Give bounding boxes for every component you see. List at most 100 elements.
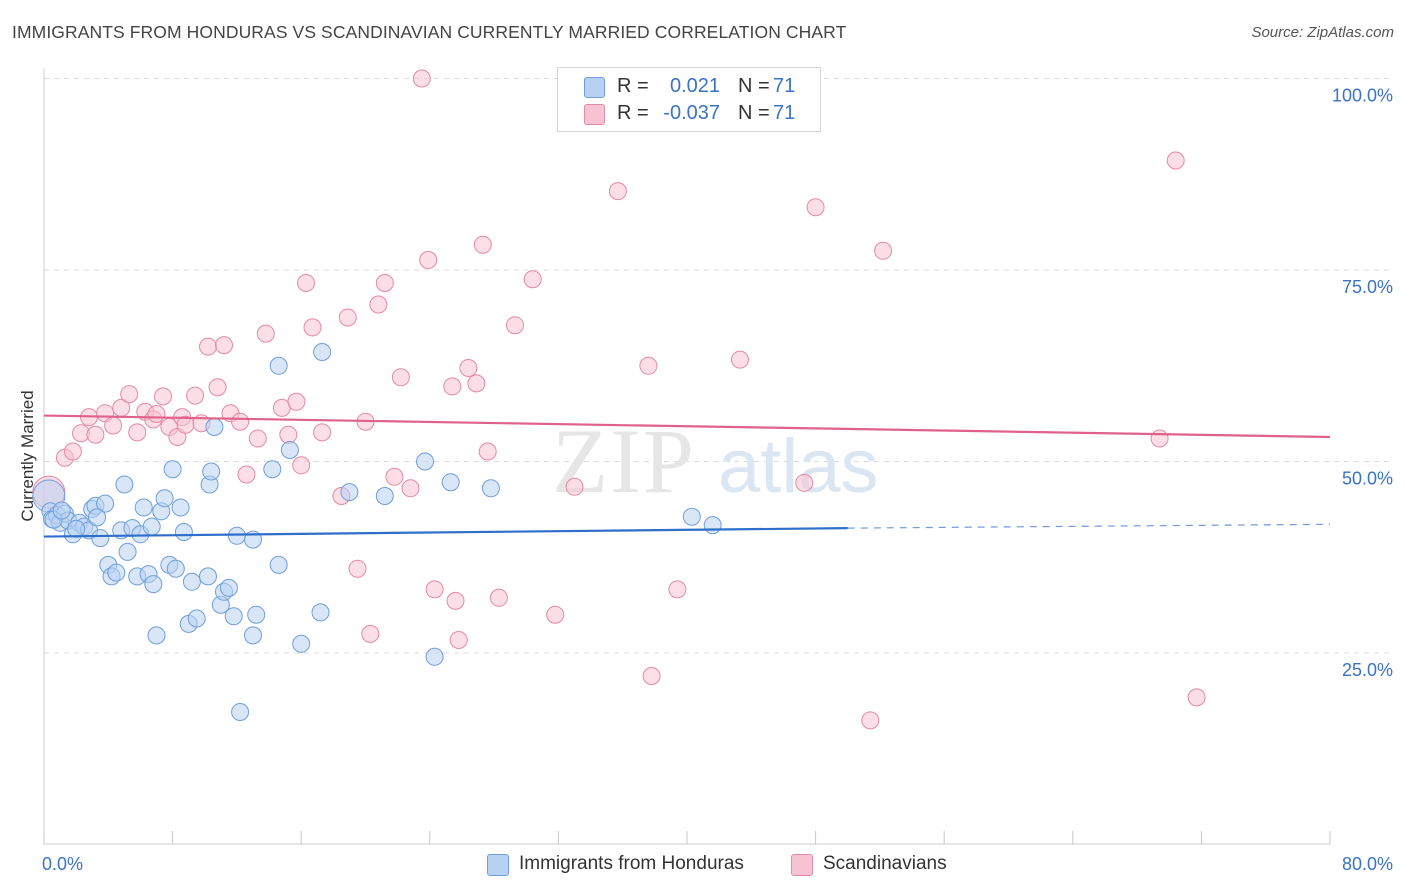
trend-line-scandinavians (43, 414, 1331, 439)
data-point (292, 456, 311, 475)
data-point (248, 429, 267, 448)
data-point (642, 667, 661, 685)
data-point (375, 274, 394, 292)
data-point (287, 392, 306, 411)
data-point (269, 356, 288, 375)
data-point (861, 711, 880, 730)
data-point (171, 498, 190, 517)
data-point (340, 483, 359, 502)
gridlines (44, 78, 1393, 654)
legend-swatch-pink (791, 854, 813, 876)
data-point (449, 631, 468, 649)
correlation-legend: R = 0.021 N = 71 R = -0.037 N = 71 (557, 67, 821, 132)
data-point (154, 387, 172, 406)
data-point (163, 460, 182, 479)
data-point (311, 603, 330, 622)
legend-n-value: 71 (773, 102, 796, 124)
series-legend: Immigrants from Honduras Scandinavians (0, 852, 1406, 878)
data-point (467, 374, 486, 393)
data-point (134, 498, 153, 517)
legend-r-value: 0.021 (669, 75, 720, 97)
data-point (425, 580, 444, 599)
data-point (215, 336, 233, 355)
data-point (199, 337, 217, 356)
data-point (441, 473, 460, 492)
data-point (237, 465, 256, 484)
data-point (219, 578, 238, 597)
data-point (1150, 429, 1169, 448)
data-point (297, 274, 315, 292)
data-point (446, 591, 465, 610)
data-point (166, 559, 185, 578)
data-point (546, 605, 565, 624)
y-tick-labels: 25.0% 50.0% 75.0% 100.0% (1332, 86, 1393, 681)
data-point (489, 588, 508, 607)
data-point (147, 405, 166, 423)
data-point (263, 460, 282, 479)
data-point (292, 634, 311, 653)
data-point (227, 526, 246, 545)
watermark: ZIP atlas (552, 410, 879, 512)
data-point (874, 241, 893, 260)
data-point (608, 182, 627, 201)
data-point (459, 359, 478, 377)
y-axis-label: Currently Married (18, 390, 37, 521)
data-point (96, 494, 115, 513)
data-point (313, 343, 332, 361)
data-point (280, 441, 299, 459)
data-point (202, 462, 221, 481)
data-point (86, 425, 105, 444)
data-point (375, 487, 394, 505)
y-tick-label: 50.0% (1342, 469, 1393, 489)
data-point (244, 626, 262, 645)
data-point (187, 609, 206, 628)
data-point (63, 442, 82, 461)
data-point (142, 517, 161, 536)
data-point (52, 501, 71, 520)
data-point (88, 508, 106, 527)
legend-swatch-blue (487, 854, 509, 876)
data-point (523, 270, 542, 289)
data-point (682, 507, 701, 526)
legend-item-label: Scandinavians (823, 853, 947, 874)
data-point (256, 324, 275, 343)
legend-item-label: Immigrants from Honduras (519, 853, 744, 874)
data-point (361, 624, 380, 643)
data-point (412, 69, 431, 88)
data-point (67, 519, 86, 538)
y-tick-label: 75.0% (1342, 277, 1393, 297)
data-point (208, 378, 227, 397)
data-point (205, 418, 224, 436)
legend-row-scandinavians: R = -0.037 N = 71 (558, 99, 820, 129)
legend-row-honduras: R = 0.021 N = 71 (558, 72, 820, 102)
data-point (182, 572, 201, 591)
legend-n-label: N = (738, 102, 770, 124)
data-point (174, 523, 193, 541)
legend-n-value: 71 (773, 75, 796, 97)
data-point (338, 308, 357, 327)
data-point (269, 555, 288, 574)
data-point (120, 385, 139, 404)
data-point (313, 423, 332, 442)
data-point (478, 442, 497, 461)
x-tick-label-min: 0.0% (42, 854, 83, 874)
data-point (107, 563, 126, 582)
x-tick-label-max: 80.0% (1342, 854, 1393, 874)
data-point (147, 626, 166, 645)
y-tick-label: 100.0% (1332, 86, 1393, 106)
data-point (118, 542, 137, 561)
data-point (199, 567, 217, 586)
data-point (416, 452, 434, 471)
data-point (144, 575, 163, 594)
legend-n-label: N = (738, 75, 770, 97)
legend-swatch-blue (584, 77, 605, 98)
data-point (128, 423, 147, 442)
legend-r-label: R = (617, 102, 649, 124)
data-point (231, 703, 250, 721)
data-point (391, 368, 410, 387)
data-point (401, 479, 420, 498)
trend-lines (43, 414, 1331, 538)
data-point (419, 251, 438, 269)
watermark-atlas: atlas (718, 424, 879, 509)
